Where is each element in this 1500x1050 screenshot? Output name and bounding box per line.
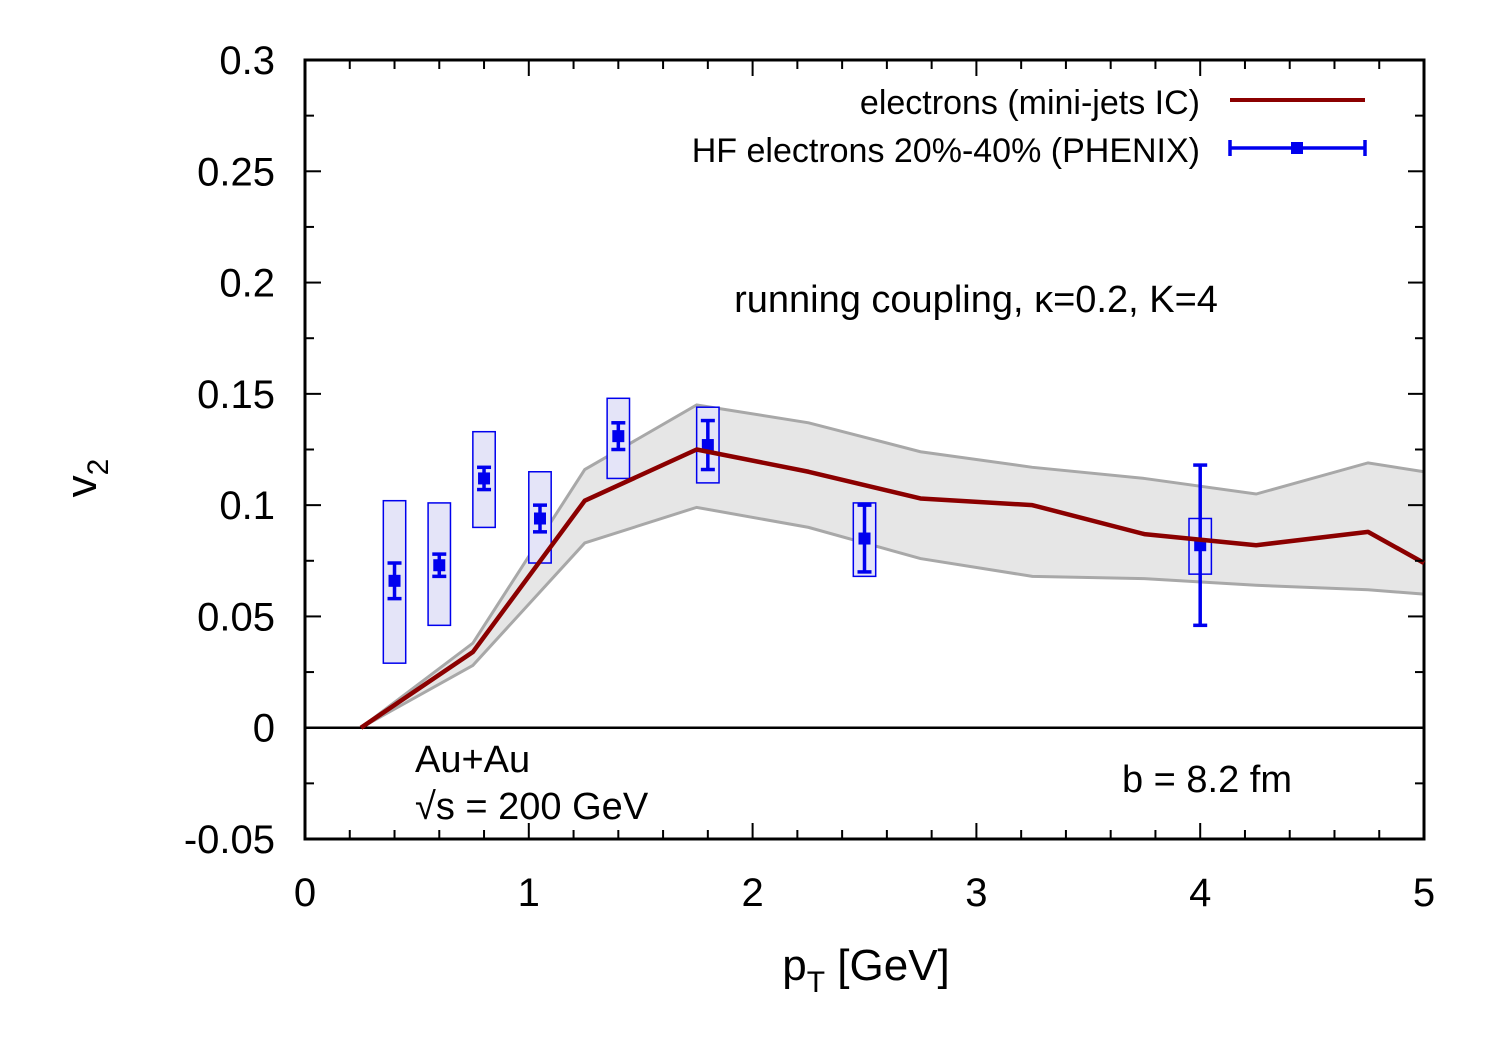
- model-line: [359, 447, 1426, 730]
- x-axis-title-subscript: T: [807, 966, 825, 999]
- x-tick-label: 1: [518, 871, 540, 915]
- y-tick-label: 0: [253, 707, 275, 751]
- phenix-data-point: [388, 574, 401, 587]
- phenix-data-point: [858, 532, 871, 545]
- phenix-data-point: [478, 472, 491, 485]
- x-axis-title-suffix: [GeV]: [825, 941, 950, 990]
- legend-label-phenix: HF electrons 20%-40% (PHENIX): [692, 132, 1200, 170]
- x-axis-title-main: p: [782, 941, 806, 990]
- x-tick-label: 2: [741, 871, 763, 915]
- x-tick-label: 4: [1189, 871, 1211, 915]
- legend-phenix-marker: [1291, 142, 1303, 154]
- x-axis-title: pT [GeV]: [782, 941, 950, 999]
- y-tick-label: 0.15: [197, 373, 275, 417]
- legend-swatch-phenix-errorbar: [1228, 140, 1367, 156]
- y-tick-label: 0.2: [219, 262, 275, 306]
- x-tick-label: 0: [294, 871, 316, 915]
- y-tick-label: -0.05: [184, 818, 275, 862]
- y-axis-title-subscript: 2: [82, 459, 115, 476]
- y-tick-label: 0.05: [197, 595, 275, 639]
- y-tick-label: 0.1: [219, 484, 275, 528]
- y-tick-label: 0.3: [219, 39, 275, 83]
- legend: electrons (mini-jets IC) HF electrons 20…: [692, 84, 1367, 170]
- y-axis-title: v2: [57, 459, 115, 498]
- energy-annotation: √s = 200 GeV: [415, 786, 649, 828]
- phenix-data-point: [433, 559, 446, 572]
- model-annotation: running coupling, κ=0.2, K=4: [734, 279, 1218, 321]
- uncertainty-band: [360, 404, 1425, 728]
- impact-parameter-annotation: b = 8.2 fm: [1122, 759, 1292, 801]
- phenix-data-point: [1194, 539, 1207, 552]
- phenix-data-point: [701, 439, 714, 452]
- legend-label-model: electrons (mini-jets IC): [860, 84, 1200, 122]
- uncertainty-band-layer: [360, 403, 1425, 730]
- band-lower-edge: [360, 505, 1425, 730]
- system-annotation: Au+Au: [415, 739, 530, 781]
- x-tick-label: 5: [1413, 871, 1435, 915]
- x-tick-label: 3: [965, 871, 987, 915]
- phenix-data-point: [533, 512, 546, 525]
- phenix-data-point: [612, 430, 625, 443]
- ticks-layer: -0.05 0 0.05 0.1 0.15 0.2 0.25 0.3 0 1 2 3 4 5: [184, 39, 1435, 915]
- y-tick-label: 0.25: [197, 150, 275, 194]
- y-axis-title-main: v: [57, 475, 106, 497]
- series-layer: [359, 397, 1426, 730]
